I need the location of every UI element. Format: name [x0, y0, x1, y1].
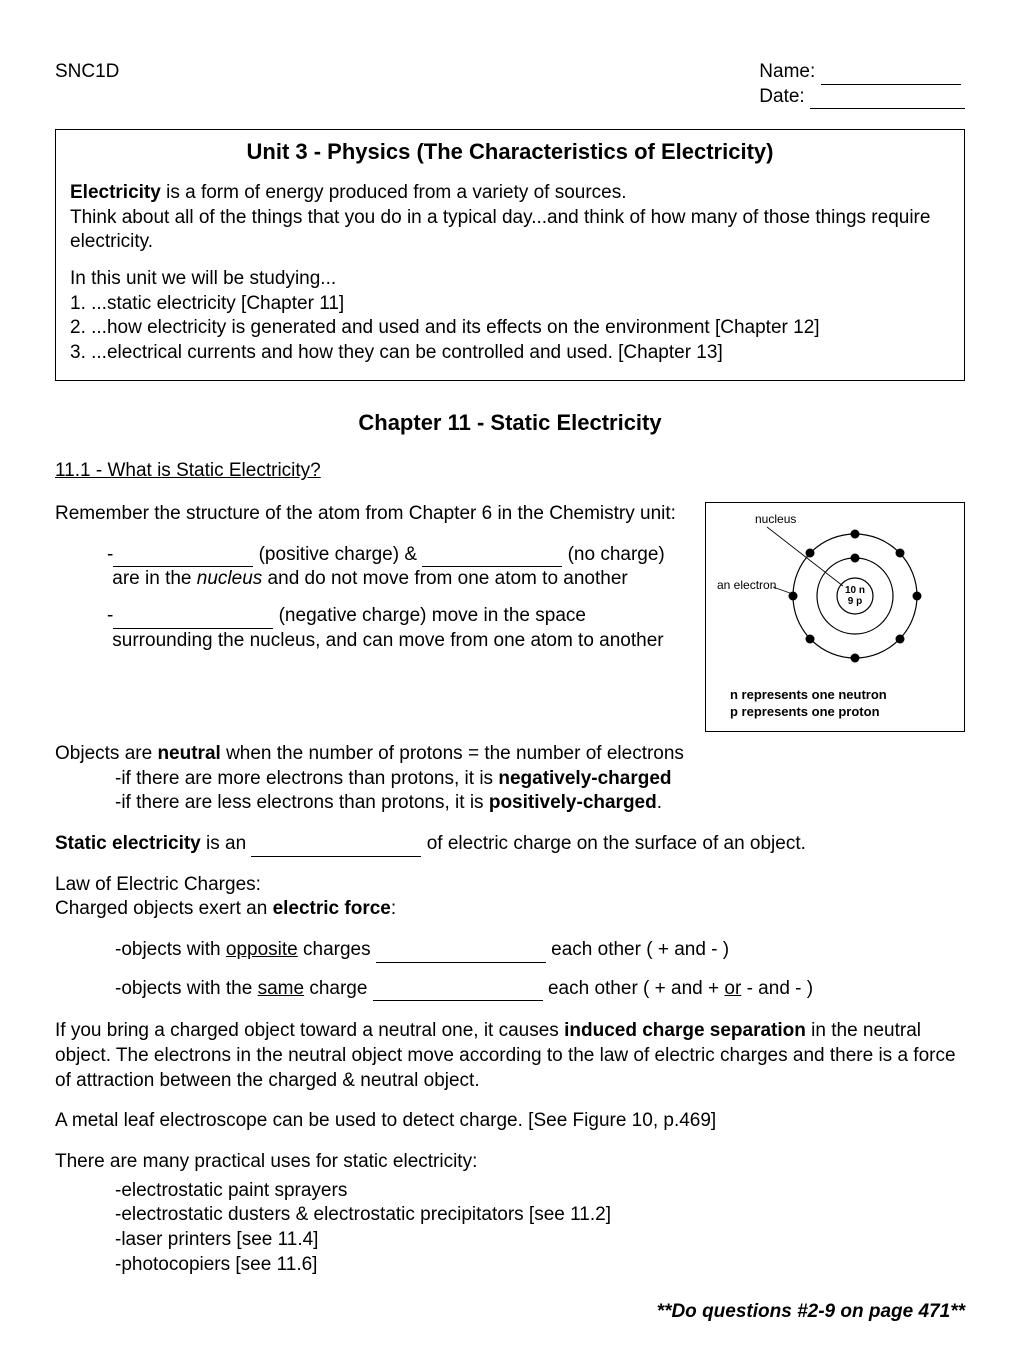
protons-neutrons-line: - (positive charge) & (no charge): [107, 543, 687, 568]
blank-static[interactable]: [251, 837, 421, 857]
static-a: is an: [201, 833, 252, 854]
electrons-line1: - (negative charge) move in the space: [107, 604, 687, 629]
same-b: charge: [304, 978, 373, 999]
date-line: Date:: [759, 85, 965, 110]
electron-label-text: an electron: [717, 578, 776, 592]
study-item-1: 1. ...static electricity [Chapter 11]: [70, 293, 344, 314]
same-u: same: [258, 978, 304, 999]
worksheet-page: SNC1D Name: Date: Unit 3 - Physics (The …: [0, 0, 1020, 1364]
same-d: - and - ): [741, 978, 813, 999]
study-item-3: 3. ...electrical currents and how they c…: [70, 342, 723, 363]
blank-repel[interactable]: [373, 981, 543, 1001]
induced-para: If you bring a charged object toward a n…: [55, 1019, 965, 1093]
atom-diagram-box: nucleus an electron 10 n 9 p n represent…: [705, 502, 965, 732]
neg-a: -if there are more electrons than proton…: [115, 768, 498, 789]
unit-title: Unit 3 - Physics (The Characteristics of…: [70, 138, 950, 167]
practical-lead: There are many practical uses for static…: [55, 1150, 965, 1175]
same-or: or: [724, 978, 741, 999]
pos-charge-text: (positive charge) &: [253, 544, 422, 565]
law-lead-a: Charged objects exert an: [55, 898, 273, 919]
practical-1: -electrostatic paint sprayers: [115, 1179, 965, 1204]
electricity-word: Electricity: [70, 182, 161, 203]
opp-u: opposite: [226, 939, 298, 960]
pos-bold: positively-charged: [489, 792, 657, 813]
name-label: Name:: [759, 61, 815, 82]
static-bold: Static electricity: [55, 833, 201, 854]
header-row: SNC1D Name: Date:: [55, 60, 965, 109]
neutral-a: Objects are: [55, 743, 157, 764]
opp-b: charges: [298, 939, 376, 960]
law-title: Law of Electric Charges:: [55, 874, 261, 895]
law-lead-b: :: [391, 898, 396, 919]
nucleus-word: nucleus: [197, 568, 263, 589]
opp-c: each other ( + and - ): [546, 939, 729, 960]
atom-svg: nucleus an electron 10 n 9 p: [715, 511, 955, 681]
date-blank[interactable]: [810, 88, 965, 109]
remember-para: Remember the structure of the atom from …: [55, 502, 687, 527]
legend-p: p represents one proton: [730, 704, 958, 721]
atom-parts-list: - (positive charge) & (no charge) are in…: [107, 543, 687, 654]
study-lead: In this unit we will be studying...: [70, 268, 336, 289]
neg-line: -if there are more electrons than proton…: [115, 767, 672, 792]
center-9p: 9 p: [848, 596, 862, 607]
law-para: Law of Electric Charges: Charged objects…: [55, 873, 965, 922]
name-date-block: Name: Date:: [759, 60, 965, 109]
same-c: each other ( + and +: [543, 978, 725, 999]
no-charge-text: (no charge): [562, 544, 664, 565]
pos-line: -if there are less electrons than proton…: [115, 791, 662, 816]
neg-bold: negatively-charged: [498, 768, 671, 789]
static-b: of electric charge on the surface of an …: [421, 833, 805, 854]
induced-bold: induced charge separation: [564, 1020, 806, 1041]
atom-diagram-column: nucleus an electron 10 n 9 p n represent…: [705, 502, 965, 732]
electroscope-para: A metal leaf electroscope can be used to…: [55, 1109, 965, 1134]
intro-line2: Think about all of the things that you d…: [70, 207, 930, 253]
nucleus-b: and do not move from one atom to another: [262, 568, 627, 589]
induced-a: If you bring a charged object toward a n…: [55, 1020, 564, 1041]
blank-attract[interactable]: [376, 943, 546, 963]
same-line: -objects with the same charge each other…: [115, 977, 965, 1002]
center-10n: 10 n: [845, 585, 865, 596]
same-a: -objects with the: [115, 978, 258, 999]
neutral-para: Objects are neutral when the number of p…: [55, 742, 965, 816]
atom-legend: n represents one neutron p represents on…: [712, 687, 958, 721]
name-blank[interactable]: [821, 64, 961, 85]
intro-rest: is a form of energy produced from a vari…: [161, 182, 627, 203]
text-column: Remember the structure of the atom from …: [55, 502, 687, 671]
study-para: In this unit we will be studying... 1. .…: [70, 267, 950, 366]
blank-protons[interactable]: [113, 548, 253, 568]
neutral-b: when the number of protons = the number …: [221, 743, 684, 764]
course-code: SNC1D: [55, 60, 119, 85]
static-def-para: Static electricity is an of electric cha…: [55, 832, 965, 857]
practical-4: -photocopiers [see 11.6]: [115, 1253, 965, 1278]
nucleus-a: are in the: [112, 568, 197, 589]
date-label: Date:: [759, 86, 804, 107]
opposite-line: -objects with opposite charges each othe…: [115, 938, 965, 963]
electron-l2: surrounding the nucleus, and can move fr…: [112, 630, 663, 651]
neutral-bold: neutral: [157, 743, 220, 764]
nucleus-line: are in the nucleus and do not move from …: [107, 567, 687, 592]
neg-charge-text: (negative charge) move in the space: [273, 605, 586, 626]
opp-a: -objects with: [115, 939, 226, 960]
content-row: Remember the structure of the atom from …: [55, 502, 965, 732]
intro-para-1: Electricity is a form of energy produced…: [70, 181, 950, 255]
section-heading: 11.1 - What is Static Electricity?: [55, 459, 965, 484]
pos-a: -if there are less electrons than proton…: [115, 792, 489, 813]
nucleus-label-text: nucleus: [755, 512, 796, 526]
unit-box: Unit 3 - Physics (The Characteristics of…: [55, 129, 965, 380]
blank-electrons[interactable]: [113, 609, 273, 629]
chapter-title: Chapter 11 - Static Electricity: [55, 409, 965, 438]
study-item-2: 2. ...how electricity is generated and u…: [70, 317, 820, 338]
name-line: Name:: [759, 60, 965, 85]
electrons-line2: surrounding the nucleus, and can move fr…: [107, 629, 687, 654]
practical-3: -laser printers [see 11.4]: [115, 1228, 965, 1253]
practical-2: -electrostatic dusters & electrostatic p…: [115, 1203, 965, 1228]
blank-neutrons[interactable]: [422, 548, 562, 568]
footer-note: **Do questions #2-9 on page 471**: [55, 1300, 965, 1325]
law-lead-bold: electric force: [273, 898, 391, 919]
spacer: [107, 592, 687, 604]
legend-n: n represents one neutron: [730, 687, 958, 704]
practical-list: -electrostatic paint sprayers -electrost…: [115, 1179, 965, 1278]
